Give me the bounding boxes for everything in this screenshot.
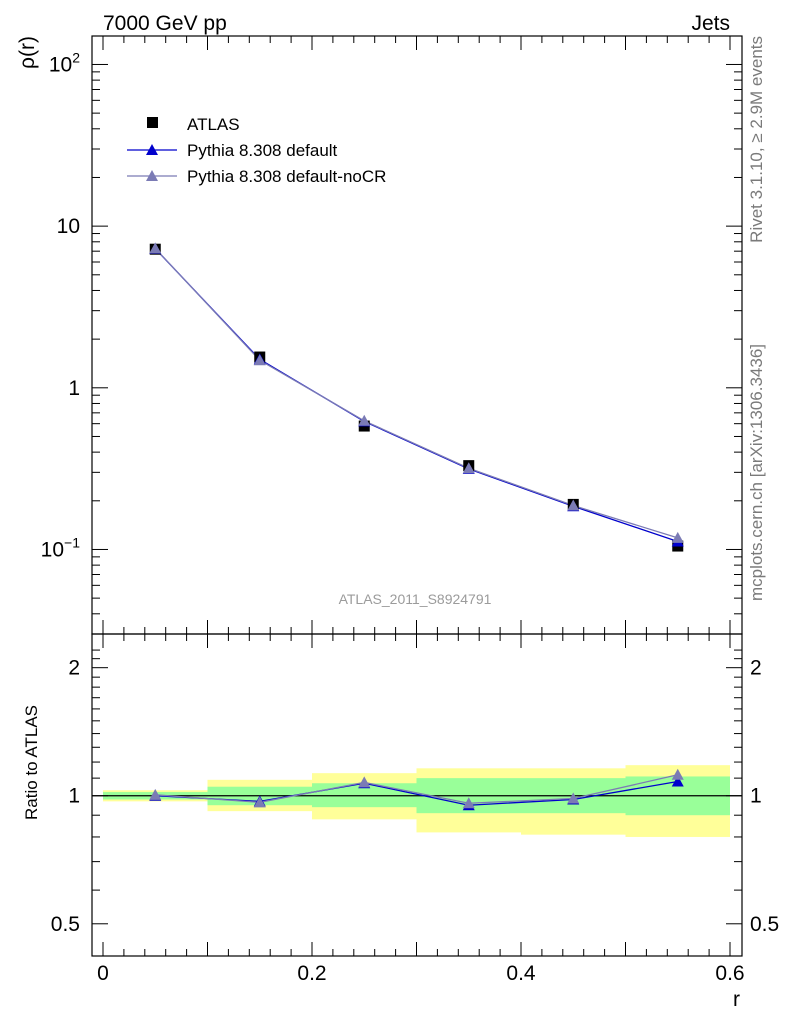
x-tick-label: 0.6: [715, 962, 744, 985]
line-pythia-nocr: [154, 247, 678, 539]
ratio-point-pythia-nocr: [358, 776, 371, 788]
ratio-point-pythia-nocr: [567, 792, 580, 804]
ratio-y-tick-label: 2: [68, 657, 80, 680]
x-axis-label: r: [733, 988, 740, 1011]
point-pythia-nocr: [567, 499, 580, 511]
source-text: mcplots.cern.ch [arXiv:1306.3436]: [747, 344, 766, 601]
rivet-version-text: Rivet 3.1.10, ≥ 2.9M events: [747, 36, 766, 243]
main-y-tick-label: 10: [57, 215, 80, 238]
ratio-point-pythia-default: [671, 775, 684, 787]
ratio-point-pythia-nocr: [671, 768, 684, 780]
ratio-point-pythia-nocr: [253, 796, 266, 808]
ratio-uncertainty-bands: [103, 765, 730, 837]
legend: ATLAS Pythia 8.308 default Pythia 8.308 …: [127, 115, 386, 186]
ratio-y-tick-label: 0.5: [51, 913, 80, 936]
ratio-y-tick-label: 1: [68, 785, 80, 808]
analysis-label: ATLAS_2011_S8924791: [339, 591, 492, 607]
ratio-point-pythia-nocr: [462, 797, 475, 809]
main-y-axis-label: ρ(r): [16, 36, 39, 69]
header-left: 7000 GeV pp: [103, 12, 227, 35]
legend-label-pythia-default: Pythia 8.308 default: [187, 141, 338, 160]
legend-label-atlas: ATLAS: [187, 115, 240, 134]
point-pythia-nocr: [462, 462, 475, 474]
point-pythia-nocr: [671, 531, 684, 543]
ratio-y-tick-label-right: 0.5: [750, 913, 779, 936]
ratio-y-tick-label-right: 1: [750, 785, 762, 808]
point-pythia-nocr: [149, 242, 162, 254]
x-tick-label: 0.2: [297, 962, 326, 985]
main-y-tick-label: 1: [68, 377, 80, 400]
legend-marker-pythia-default: [146, 144, 158, 155]
line-pythia-default: [154, 248, 678, 543]
ratio-line-pythia-nocr: [155, 774, 678, 804]
x-tick-label: 0: [97, 962, 109, 985]
legend-marker-atlas: [147, 117, 158, 128]
header-right: Jets: [691, 12, 730, 35]
point-pythia-nocr: [358, 414, 371, 426]
axes: 0 0.2 0.4 0.6 10−1 1 10 102 0.5 0.5 1 1 2 2: [41, 35, 779, 985]
main-y-tick-label: 102: [49, 49, 80, 76]
ratio-y-tick-label-right: 2: [750, 657, 762, 680]
ratio-y-axis-label: Ratio to ATLAS: [22, 705, 41, 820]
ratio-point-pythia-nocr: [149, 788, 162, 800]
point-pythia-nocr: [253, 354, 266, 366]
data-marks: [149, 242, 684, 811]
x-tick-label: 0.4: [506, 962, 536, 985]
legend-marker-pythia-nocr: [146, 170, 158, 181]
legend-label-pythia-nocr: Pythia 8.308 default-noCR: [187, 167, 386, 186]
main-y-tick-label: 10−1: [41, 534, 81, 561]
